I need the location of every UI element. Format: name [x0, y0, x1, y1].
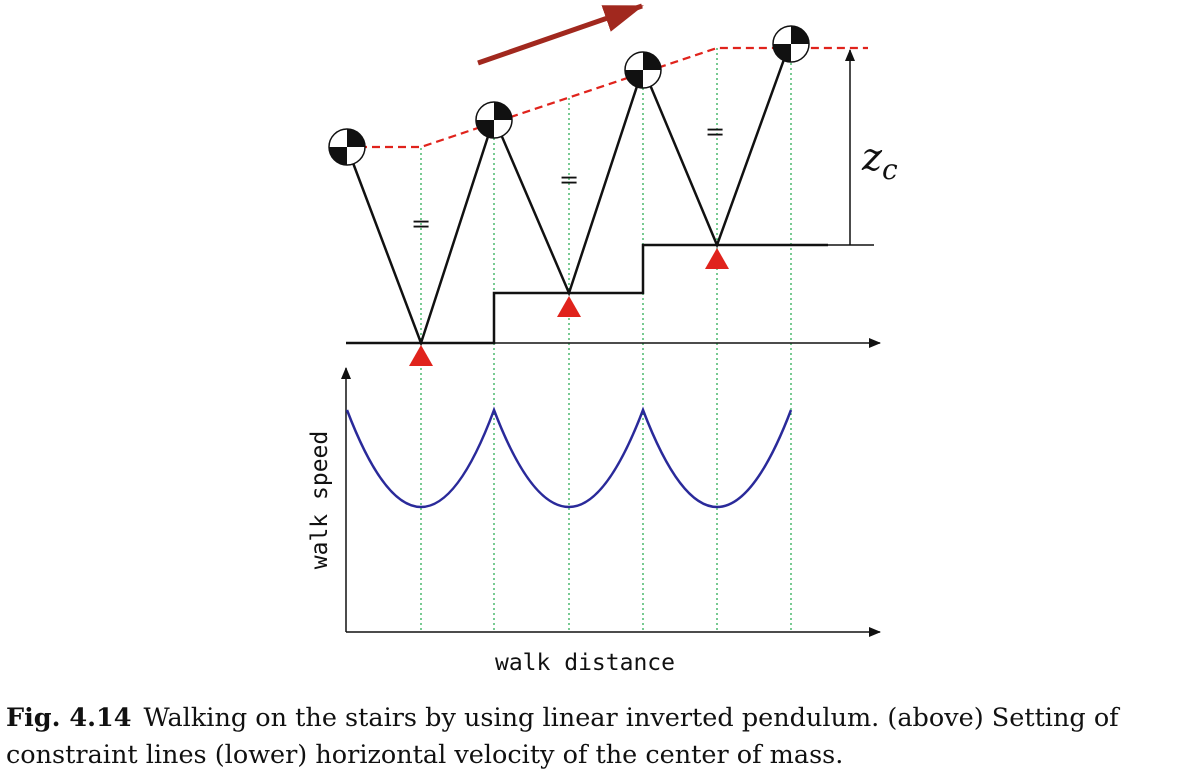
pendulum-legs — [345, 39, 793, 347]
caption-label: Fig. 4.14 — [6, 703, 132, 733]
figure-caption: Fig. 4.14 Walking on the stairs by using … — [6, 700, 1196, 774]
zc-subscript: c — [882, 153, 898, 186]
speed-curve — [345, 406, 793, 509]
x-axis-label: walk distance — [495, 650, 675, 676]
y-axis-label: walk speed — [307, 431, 333, 569]
equal-sign: = — [559, 166, 579, 194]
constraint-line — [346, 46, 868, 149]
leg-pair — [492, 67, 645, 297]
walking-direction-arrow — [477, 3, 644, 66]
figure: = = = zc — [307, 3, 898, 676]
support-triangle — [557, 296, 581, 317]
equal-sign: = — [411, 210, 431, 238]
com-symbol — [475, 101, 513, 139]
com-symbol — [624, 51, 662, 89]
guide-lines — [420, 48, 792, 632]
stair-ground — [346, 243, 828, 345]
zc-label: zc — [861, 135, 898, 186]
com-symbol — [328, 128, 366, 166]
equal-sign: = — [705, 118, 725, 146]
leg-pair — [345, 117, 496, 347]
zc-symbol: z — [861, 135, 883, 179]
com-symbol — [772, 25, 810, 63]
support-triangle — [409, 345, 433, 366]
com-symbols — [328, 25, 810, 166]
leg-pair — [641, 39, 793, 249]
caption-text: Walking on the stairs by using linear in… — [6, 703, 1119, 770]
support-triangle — [705, 248, 729, 269]
